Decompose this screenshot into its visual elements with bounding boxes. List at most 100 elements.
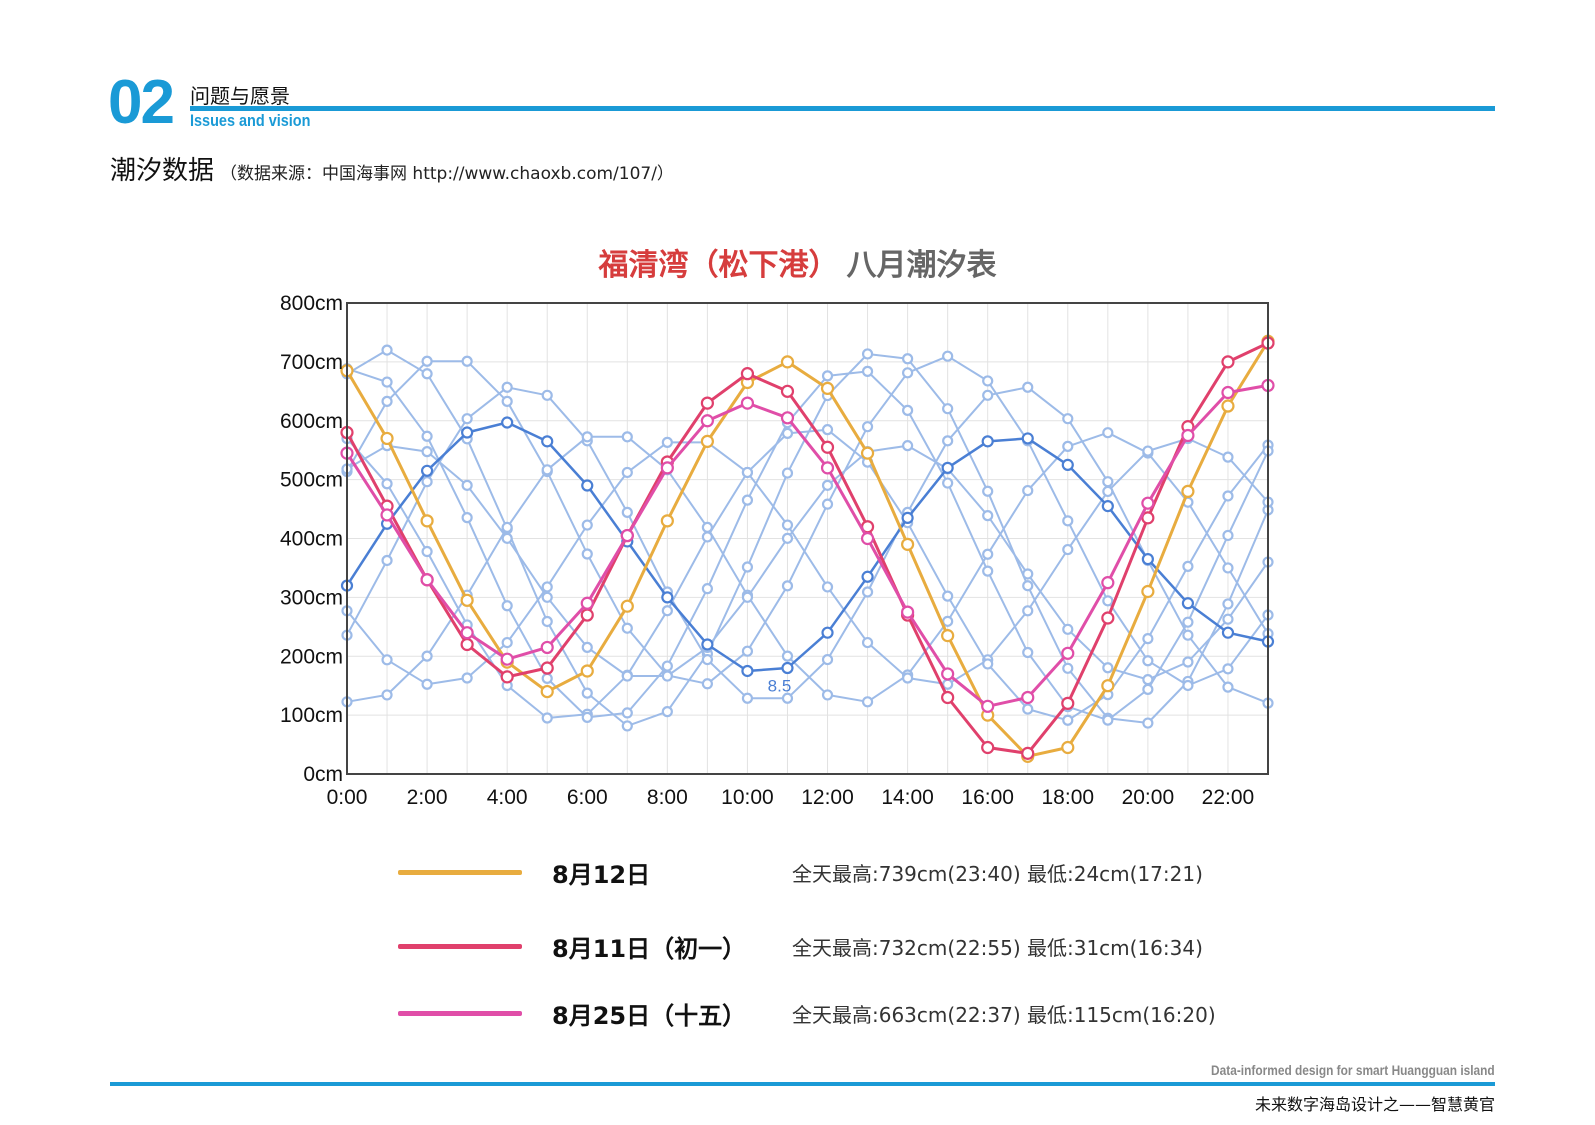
series-line — [346, 428, 1269, 722]
legend-label: 8月25日（十五） — [552, 1002, 747, 1030]
series-point — [1181, 428, 1195, 443]
series-point — [1061, 646, 1075, 660]
series-point — [1062, 543, 1074, 556]
series-point — [380, 508, 394, 522]
chart-title-location: 福清湾（松下港） — [598, 248, 839, 283]
series-point — [581, 431, 593, 443]
series-point — [1101, 576, 1115, 590]
legend-swatch — [398, 944, 522, 949]
series-point — [461, 355, 473, 367]
series-point — [1222, 663, 1234, 675]
series-point — [1022, 484, 1034, 497]
series-point — [821, 498, 834, 510]
x-tick-label: 2:00 — [407, 786, 448, 809]
series-point — [1021, 432, 1034, 445]
series-point — [982, 485, 994, 497]
series-point — [661, 706, 673, 718]
other-day-series — [341, 344, 1274, 732]
series-point — [541, 581, 553, 593]
x-tick-label: 16:00 — [961, 786, 1014, 809]
series-point — [581, 479, 594, 492]
series-point — [421, 355, 433, 367]
series-point — [541, 464, 553, 476]
series-line — [345, 383, 1269, 708]
data-source: （数据来源：中国海事网 http://www.chaoxb.com/107/） — [220, 164, 674, 184]
series-point — [621, 720, 633, 732]
y-tick-label: 400cm — [280, 528, 343, 551]
series-point — [1022, 381, 1034, 393]
legend-note: 全天最高:663cm(22:37) 最低:115cm(16:20) — [792, 1003, 1216, 1027]
series-point — [661, 670, 673, 682]
series-point — [781, 532, 794, 544]
series-point — [420, 514, 434, 528]
series-point — [942, 403, 954, 415]
series-point — [581, 548, 593, 560]
series-point — [1102, 662, 1114, 674]
series-point — [741, 645, 754, 657]
y-tick-label: 100cm — [280, 704, 343, 727]
series-point — [381, 689, 393, 701]
series-point — [541, 712, 553, 724]
series-point — [941, 461, 954, 474]
series-point — [1022, 703, 1034, 715]
series-point — [861, 348, 874, 360]
series-point — [1221, 626, 1235, 639]
series-point — [982, 548, 994, 560]
chart-title: 福清湾（松下港） 八月潮汐表 — [0, 240, 1595, 284]
series-point — [941, 667, 955, 681]
y-tick-label: 700cm — [280, 351, 343, 374]
series-point — [1102, 485, 1114, 498]
legend-row-aug25: 8月25日（十五） 全天最高:663cm(22:37) 最低:115cm(16:… — [398, 993, 1298, 1033]
series-point — [861, 421, 874, 433]
series-point — [381, 376, 393, 388]
page-heading: 潮汐数据 （数据来源：中国海事网 http://www.chaoxb.com/10… — [110, 150, 674, 187]
series-point — [821, 424, 834, 436]
series-point — [621, 670, 633, 682]
series-line — [345, 421, 1269, 673]
chart-tick-labels: 0:00 2:00 4:00 6:00 8:00 10:00 12:00 14:00 16:00… — [280, 292, 1254, 809]
footer-en: Data-informed design for smart Huangguan… — [1211, 1062, 1495, 1078]
legend-label: 8月11日（初一） — [552, 935, 747, 963]
series-point — [620, 528, 634, 543]
series-point — [541, 672, 553, 685]
series-point — [621, 431, 633, 443]
series-point — [1062, 440, 1074, 452]
series-point — [982, 510, 994, 522]
series-point — [421, 446, 433, 458]
series-line — [346, 367, 1269, 722]
series-point — [1022, 580, 1034, 592]
series-point — [821, 654, 834, 666]
series-point — [740, 367, 755, 381]
series-point — [540, 661, 554, 675]
series-point — [821, 370, 834, 382]
series-point — [981, 435, 994, 448]
series-point — [901, 537, 915, 551]
series-point — [1061, 696, 1075, 710]
series-point — [902, 367, 914, 379]
series-point — [701, 654, 713, 666]
series-point — [861, 696, 874, 708]
series-line — [346, 355, 1269, 687]
series-point — [1062, 515, 1074, 527]
series-point — [942, 350, 954, 362]
series-point — [1182, 629, 1194, 641]
highlight-series — [340, 334, 1275, 763]
series-point — [700, 414, 714, 428]
series-point — [461, 672, 473, 684]
series-point — [981, 699, 995, 713]
series-point — [741, 466, 754, 479]
other-day-series — [341, 350, 1274, 692]
series-point — [740, 396, 755, 410]
series-point — [661, 660, 673, 672]
series-point — [821, 581, 834, 593]
x-tick-label: 18:00 — [1042, 786, 1095, 809]
series-point — [902, 404, 914, 416]
series-point — [1142, 655, 1154, 667]
series-point — [1061, 740, 1075, 755]
x-tick-label: 12:00 — [801, 786, 854, 809]
series-point — [621, 466, 633, 479]
series-point — [901, 605, 915, 619]
series-point — [541, 435, 554, 448]
chart-title-subject: 八月潮汐表 — [846, 248, 997, 283]
series-point — [821, 626, 834, 639]
